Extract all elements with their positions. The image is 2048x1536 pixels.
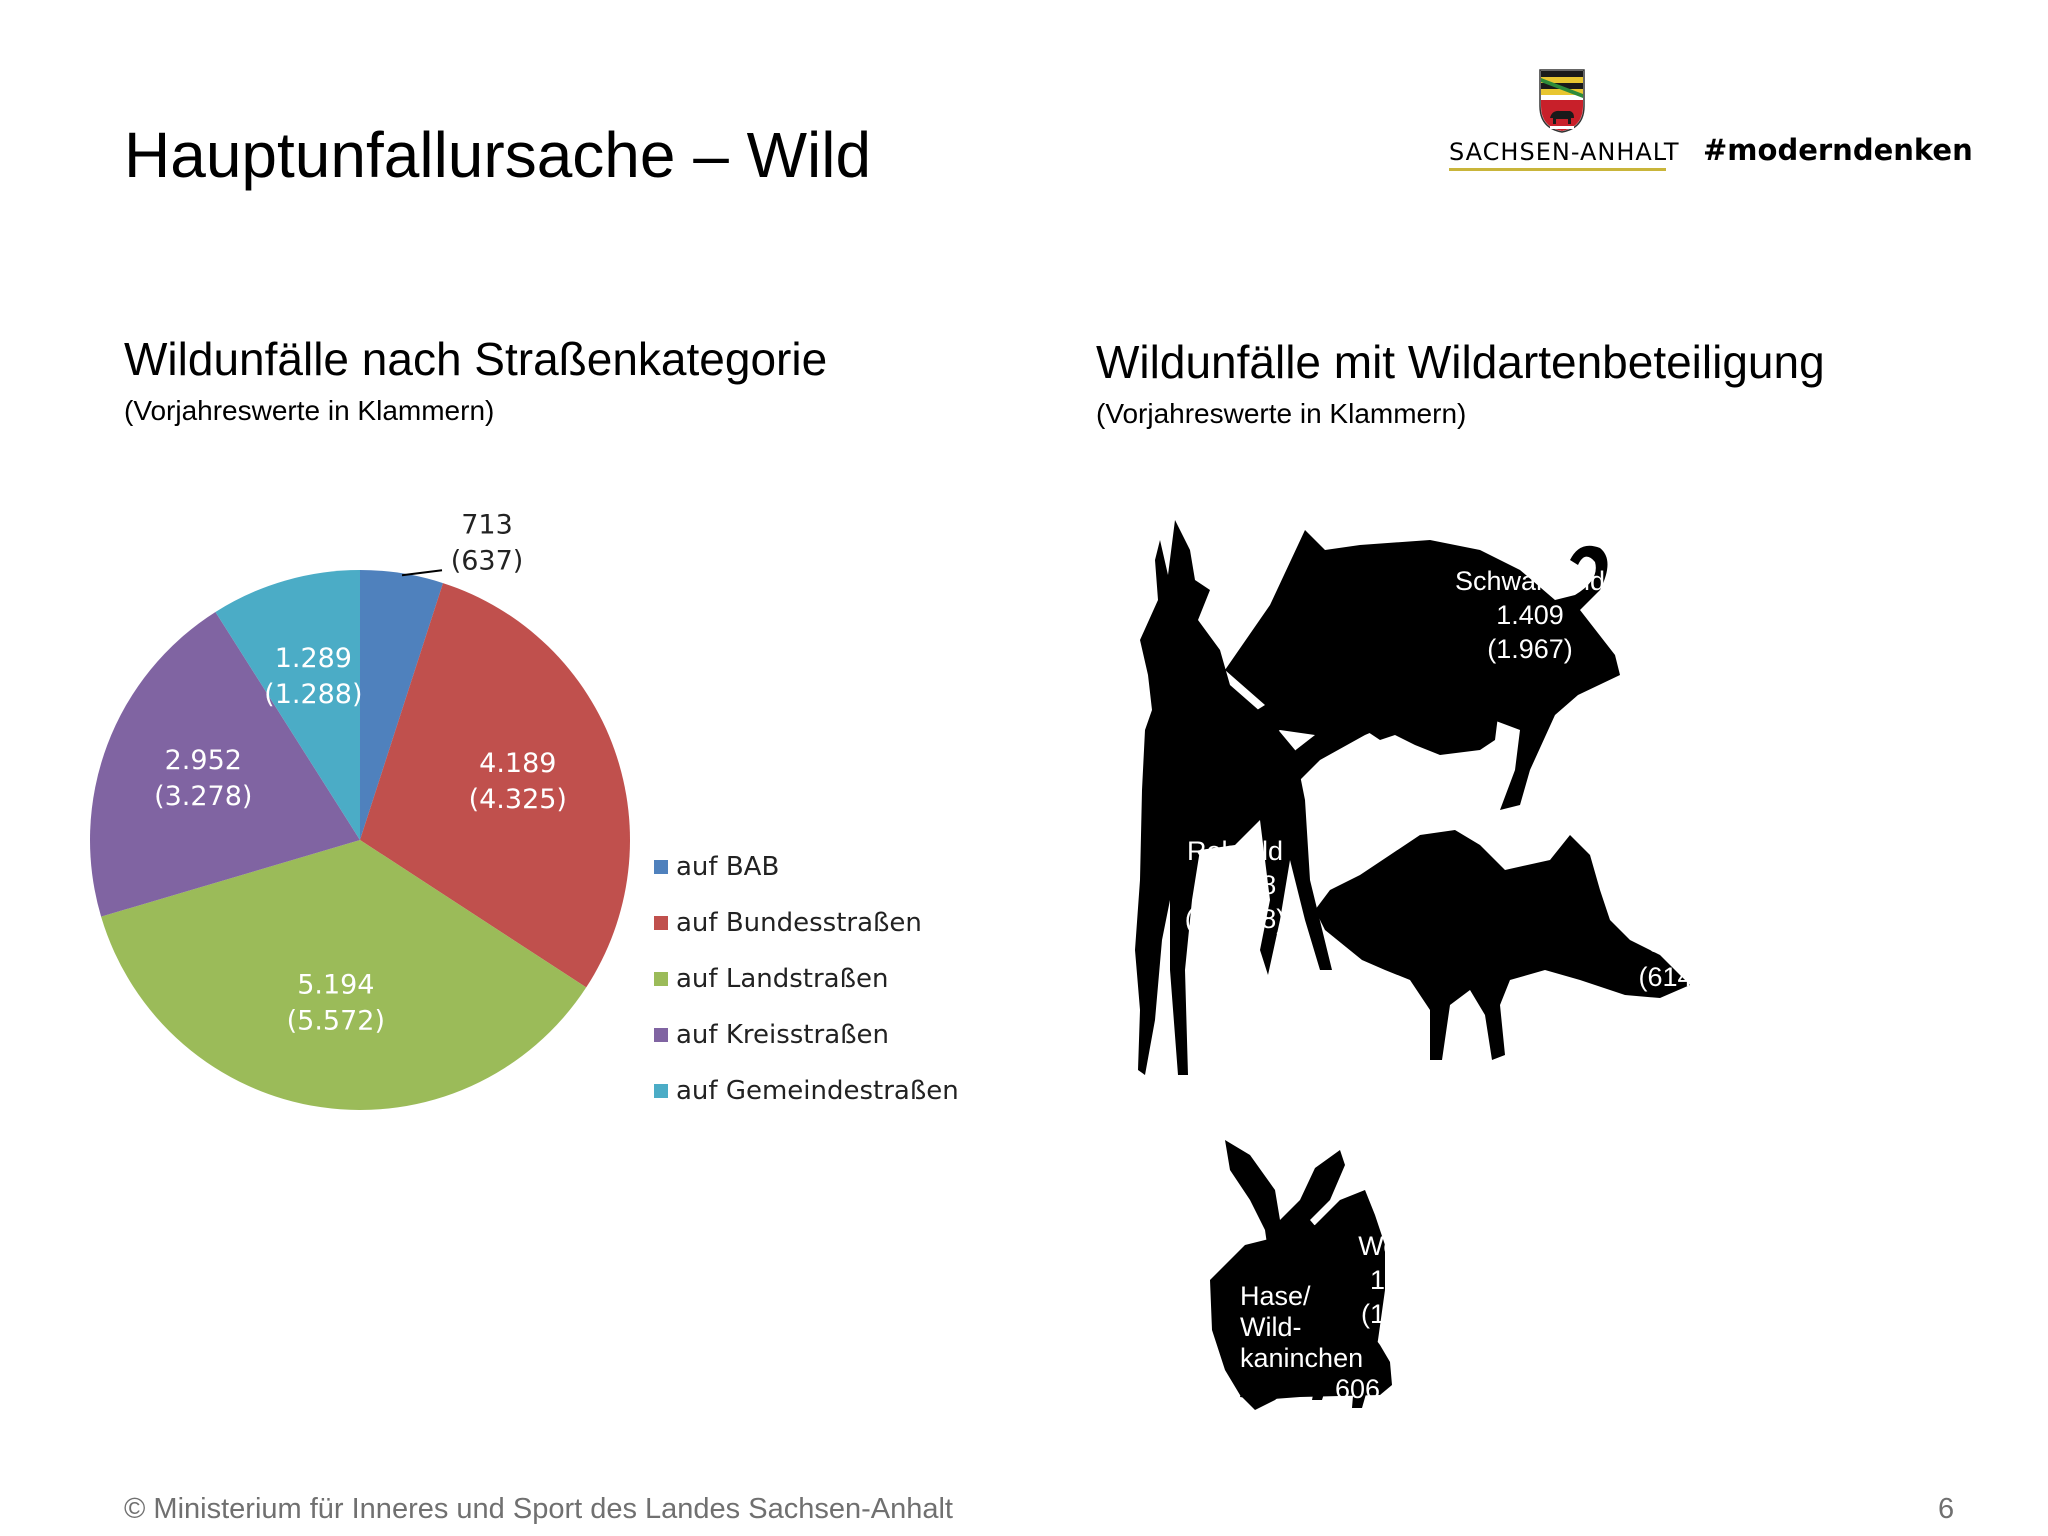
pie-chart: 713 (637) 4.189 (4.325) 5.194 (5.572) 2.952 (3.… <box>89 509 959 1110</box>
animal-previous-label: (599) <box>1306 1405 1369 1435</box>
legend-label: auf BAB <box>676 852 779 882</box>
animal-value-label: 628 <box>1647 928 1692 958</box>
pie-slice <box>360 570 444 840</box>
page-number: 6 <box>1938 1493 1955 1525</box>
legend-label: auf Bundesstraßen <box>676 908 922 938</box>
animal-value-label: 1.409 <box>1496 600 1564 630</box>
left-section-title: Wildunfälle nach Straßenkategorie <box>124 333 828 385</box>
animal-value-label: 10.248 <box>1194 870 1277 900</box>
pie-slice <box>215 570 360 840</box>
animal-previous-label: (10.368) <box>1185 904 1286 934</box>
animal-previous-label: (614) <box>1638 962 1701 992</box>
pie-slice <box>101 840 587 1110</box>
footer-copyright: © Ministerium für Inneres und Sport des … <box>124 1493 953 1525</box>
legend-swatch <box>654 916 668 930</box>
pie-leader-line <box>401 569 443 577</box>
fox-icon <box>1315 830 1690 1060</box>
animal-value-label: 12 <box>1370 1265 1400 1295</box>
pie-previous-label: (3.278) <box>154 781 252 812</box>
animal-name-label: Hase/ <box>1240 1281 1311 1311</box>
pie-previous-label: (5.572) <box>287 1006 385 1037</box>
legend-label: auf Landstraßen <box>676 964 888 994</box>
pie-value-label: 1.289 <box>275 643 352 674</box>
pie-slice <box>360 583 630 988</box>
animal-name-label: Fuchs <box>1633 894 1707 924</box>
animal-name-label: Wild- <box>1240 1312 1302 1342</box>
legend-swatch <box>654 860 668 874</box>
logo-text: SACHSEN-ANHALT <box>1449 138 1680 166</box>
pie-value-label: 2.952 <box>165 745 242 776</box>
pie-value-label: 4.189 <box>479 748 556 779</box>
pie-previous-label: (1.288) <box>264 679 362 710</box>
legend-swatch <box>654 972 668 986</box>
hashtag: #moderndenken <box>1703 133 1973 167</box>
logo-underline <box>1449 168 1666 171</box>
pie-slice <box>89 611 360 917</box>
slide-title: Hauptunfallursache – Wild <box>124 119 872 191</box>
roe-deer-icon <box>1135 520 1332 1075</box>
right-section-title: Wildunfälle mit Wildartenbeteiligung <box>1096 336 1825 388</box>
animal-name-label: Schwarzwild <box>1455 566 1605 596</box>
pie-previous-label: (4.325) <box>469 784 567 815</box>
legend-label: auf Kreisstraßen <box>676 1020 889 1050</box>
animal-previous-label: (1.967) <box>1487 634 1573 664</box>
legend-label: auf Gemeindestraßen <box>676 1076 959 1106</box>
animal-name-label: sonstiges <box>1843 651 1957 681</box>
animal-value-label: 1.064 <box>1866 719 1934 749</box>
animal-name-label: kaninchen <box>1240 1343 1363 1373</box>
animal-value-label: 606 <box>1335 1374 1380 1404</box>
pie-previous-label: (637) <box>451 545 524 576</box>
pie-value-label: 713 <box>461 509 513 540</box>
right-section-subtitle: (Vorjahreswerte in Klammern) <box>1096 398 1467 429</box>
legend-swatch <box>654 1084 668 1098</box>
animal-infographic: Schwarzwild 1.409 (1.967) sonstiges Haarwild… <box>1135 520 1957 1435</box>
left-section-subtitle: (Vorjahreswerte in Klammern) <box>124 395 495 426</box>
hare-icon <box>1225 1140 1392 1400</box>
animal-previous-label: (13) <box>1361 1299 1409 1329</box>
pie-value-label: 5.194 <box>297 970 374 1001</box>
cat-icon <box>1365 570 1510 755</box>
animal-previous-label: (1.126) <box>1857 753 1943 783</box>
legend-swatch <box>654 1028 668 1042</box>
animal-name-label: Rehwild <box>1187 836 1283 866</box>
coat-of-arms-icon <box>1539 69 1585 133</box>
animal-name-label: Wolf <box>1358 1231 1412 1261</box>
animal-name-label: Haarwild <box>1847 685 1952 715</box>
